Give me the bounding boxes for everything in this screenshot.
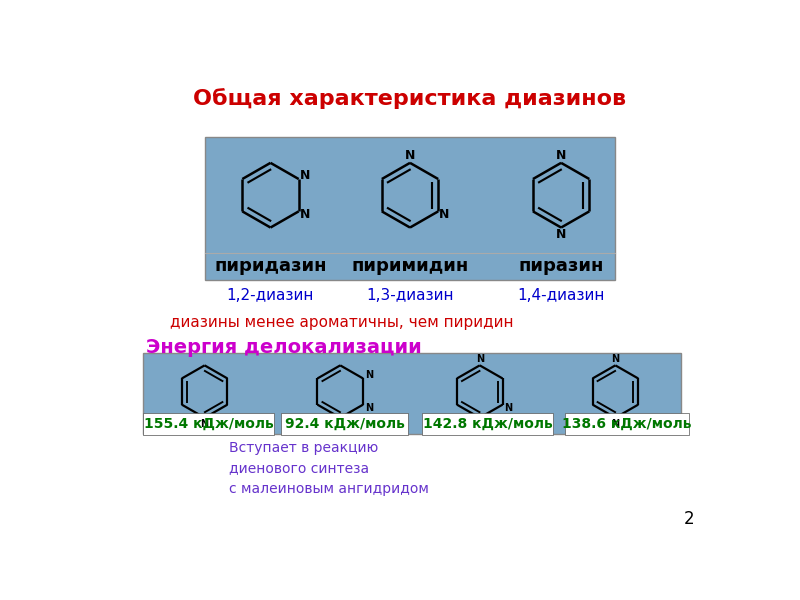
Text: пиримидин: пиримидин [351, 257, 469, 275]
Text: 2: 2 [684, 509, 694, 527]
Text: 92.4 кДж/моль: 92.4 кДж/моль [285, 417, 405, 431]
Text: N: N [556, 228, 566, 241]
Bar [142, 353, 682, 434]
Text: N: N [476, 354, 484, 364]
Bar [205, 137, 615, 280]
Text: N: N [201, 419, 209, 429]
Text: N: N [300, 208, 310, 221]
Text: N: N [365, 370, 373, 380]
Bar [142, 413, 274, 434]
Text: N: N [611, 354, 619, 364]
Text: 155.4 кДж/моль: 155.4 кДж/моль [144, 417, 274, 431]
Text: 1,4-диазин: 1,4-диазин [518, 288, 605, 303]
Text: 1,2-диазин: 1,2-диазин [227, 288, 314, 303]
Text: N: N [439, 208, 450, 221]
Text: диазины менее ароматичны, чем пиридин: диазины менее ароматичны, чем пиридин [170, 315, 514, 330]
Bar [422, 413, 554, 434]
Text: Энергия делокализации: Энергия делокализации [146, 338, 422, 357]
Text: N: N [556, 149, 566, 162]
Bar [565, 413, 689, 434]
Text: N: N [365, 403, 373, 413]
Text: 142.8 кДж/моль: 142.8 кДж/моль [422, 417, 552, 431]
Text: Вступает в реакцию
диенового синтеза
с малеиновым ангидридом: Вступает в реакцию диенового синтеза с м… [229, 441, 429, 496]
Text: N: N [504, 403, 512, 413]
Bar [281, 413, 409, 434]
Text: 1,3-диазин: 1,3-диазин [366, 288, 454, 303]
Text: N: N [405, 149, 415, 162]
Text: 138.6 кДж/моль: 138.6 кДж/моль [562, 417, 692, 431]
Text: пиразин: пиразин [518, 257, 604, 275]
Text: N: N [300, 169, 310, 182]
Text: Общая характеристика диазинов: Общая характеристика диазинов [194, 88, 626, 109]
Text: пиридазин: пиридазин [214, 257, 326, 275]
Text: N: N [611, 419, 619, 429]
